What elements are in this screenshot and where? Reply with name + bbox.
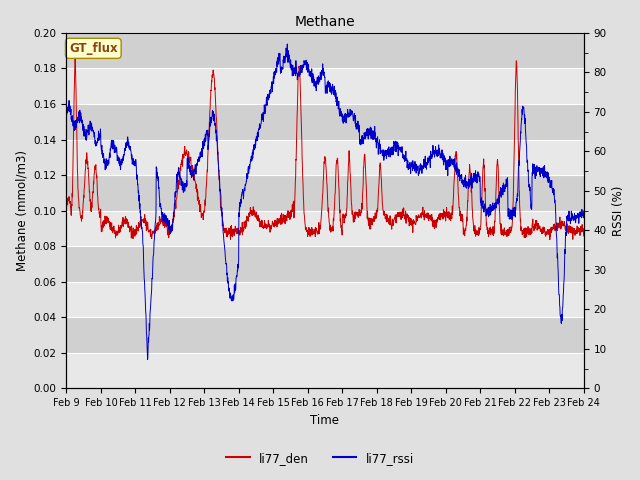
X-axis label: Time: Time — [310, 414, 339, 427]
Bar — [67, 282, 584, 317]
Bar — [67, 33, 584, 69]
Y-axis label: Methane (mmol/m3): Methane (mmol/m3) — [15, 150, 28, 271]
Y-axis label: RSSI (%): RSSI (%) — [612, 185, 625, 236]
Bar — [67, 69, 584, 104]
Bar — [67, 211, 584, 246]
Bar — [67, 175, 584, 211]
Bar — [67, 246, 584, 282]
Bar — [67, 140, 584, 175]
Bar — [67, 104, 584, 140]
Text: GT_flux: GT_flux — [69, 42, 118, 55]
Title: Methane: Methane — [294, 15, 355, 29]
Legend: li77_den, li77_rssi: li77_den, li77_rssi — [221, 447, 419, 469]
Bar — [67, 317, 584, 353]
Bar — [67, 353, 584, 388]
